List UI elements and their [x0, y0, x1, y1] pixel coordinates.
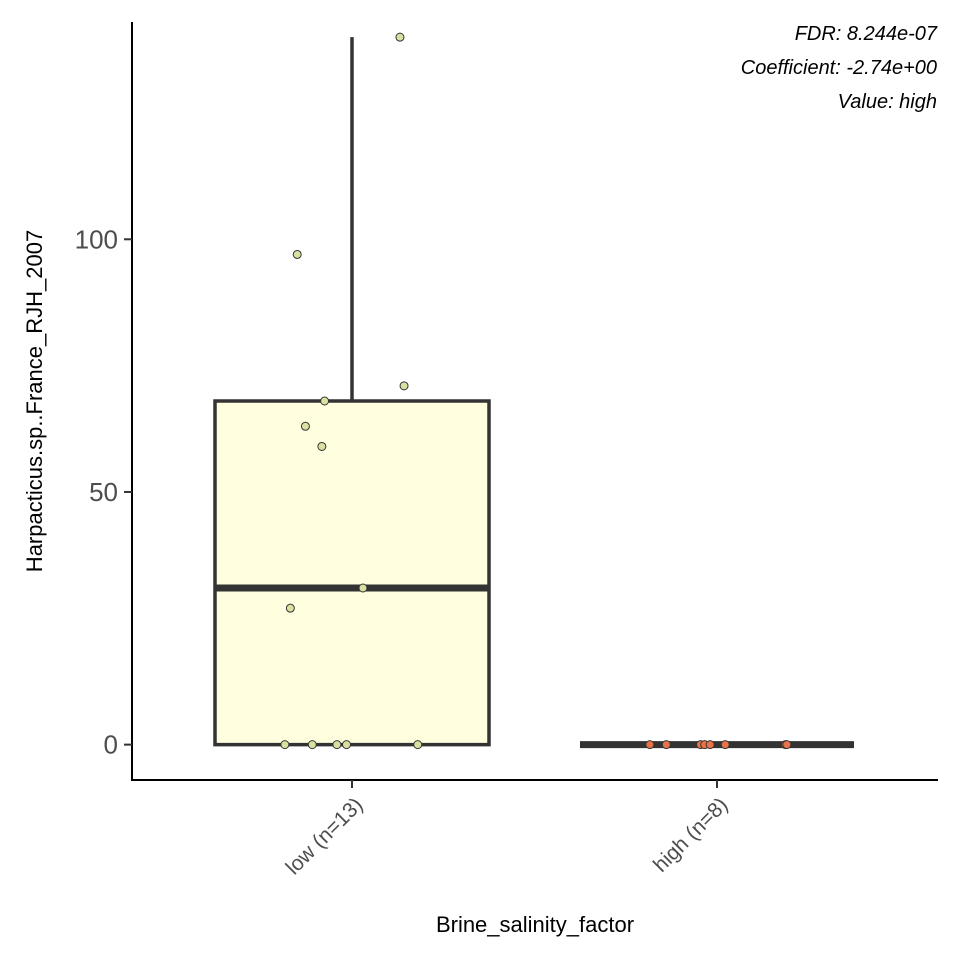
data-point: [280, 740, 290, 750]
y-axis-title: Harpacticus.sp..France_RJH_2007: [22, 230, 47, 572]
y-tick-label: 100: [75, 224, 118, 254]
box-group: [580, 740, 854, 750]
data-point: [285, 603, 295, 613]
y-tick-label: 50: [89, 477, 118, 507]
annotation-coefficient: Coefficient: -2.74e+00: [741, 57, 937, 79]
x-tick-label: low (n=13): [282, 793, 368, 879]
annotation-fdr: FDR: 8.244e-07: [795, 23, 938, 45]
data-point: [720, 740, 730, 750]
annotation-value: Value: high: [838, 91, 937, 113]
data-point: [399, 381, 409, 391]
box-group: [213, 32, 491, 750]
data-point: [307, 740, 317, 750]
box-iqr: [213, 399, 491, 747]
data-point: [705, 740, 715, 750]
x-axis-ticks: low (n=13) high (n=8): [282, 780, 733, 879]
data-point: [342, 740, 352, 750]
y-axis-ticks: 0 50 100: [75, 224, 132, 760]
data-point: [300, 421, 310, 431]
data-point: [661, 740, 671, 750]
x-tick-label: high (n=8): [649, 793, 733, 877]
data-point: [782, 740, 792, 750]
data-point: [645, 740, 655, 750]
data-point: [395, 32, 405, 42]
stats-annotations: FDR: 8.244e-07 Coefficient: -2.74e+00 Va…: [741, 23, 938, 113]
x-axis-title: Brine_salinity_factor: [436, 912, 634, 937]
data-point: [320, 396, 330, 406]
data-point: [358, 583, 368, 593]
data-point: [317, 441, 327, 451]
data-point: [292, 249, 302, 259]
plot-area: [213, 32, 854, 750]
data-point: [413, 740, 423, 750]
data-point: [332, 740, 342, 750]
y-tick-label: 0: [104, 730, 118, 760]
